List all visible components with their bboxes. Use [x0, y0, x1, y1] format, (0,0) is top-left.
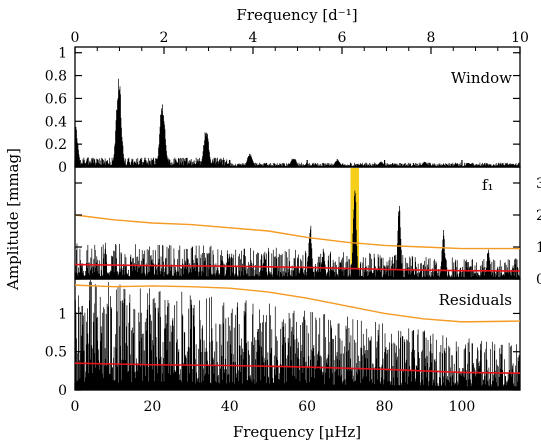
y-tick-label: 0.5 [45, 345, 67, 361]
red-noise-line [74, 263, 521, 272]
y-tick-label: 0 [58, 383, 67, 399]
residuals-panel [74, 280, 521, 390]
x-tick-label: 100 [449, 399, 476, 415]
y-tick-label: 2 [536, 208, 541, 224]
y-tick-label: 0 [536, 272, 541, 288]
x-tick-label: 40 [221, 399, 239, 415]
top-tick-label: 6 [338, 30, 347, 46]
f1-panel [74, 168, 521, 279]
y-tick-label: 0.6 [45, 91, 67, 107]
x-tick-label: 0 [71, 399, 80, 415]
y-tick-label: 1 [536, 240, 541, 256]
red-noise-line [74, 362, 521, 374]
y-tick-label: 1 [58, 306, 67, 322]
orange-threshold-line [74, 284, 521, 323]
bottom-axis-title: Frequency [μHz] [233, 423, 361, 441]
top-tick-label: 10 [511, 30, 529, 46]
x-tick-label: 60 [298, 399, 316, 415]
y-tick-label: 0.4 [45, 114, 67, 130]
x-tick-label: 80 [376, 399, 394, 415]
top-tick-label: 4 [249, 30, 258, 46]
orange-threshold-line [74, 214, 520, 250]
window-panel-frame [74, 46, 521, 168]
top-tick-label: 0 [71, 30, 80, 46]
top-tick-label: 2 [160, 30, 169, 46]
y-tick-label: 1 [58, 46, 67, 62]
panel-label-f1: f₁ [482, 176, 494, 194]
amplitude-spectrum [74, 78, 521, 167]
y-tick-label: 0.2 [45, 137, 67, 153]
y-tick-label: 0 [58, 160, 67, 176]
panel-label-window: Window [451, 69, 512, 87]
panel-label-residuals: Residuals [439, 291, 512, 309]
y-tick-label: 0.8 [45, 69, 67, 85]
window-panel [74, 78, 521, 167]
top-axis-title: Frequency [d⁻¹] [236, 6, 357, 24]
y-tick-label: 3 [536, 176, 541, 192]
y-axis-title: Amplitude [mmag] [4, 148, 22, 291]
top-tick-label: 8 [427, 30, 436, 46]
x-tick-label: 20 [143, 399, 161, 415]
